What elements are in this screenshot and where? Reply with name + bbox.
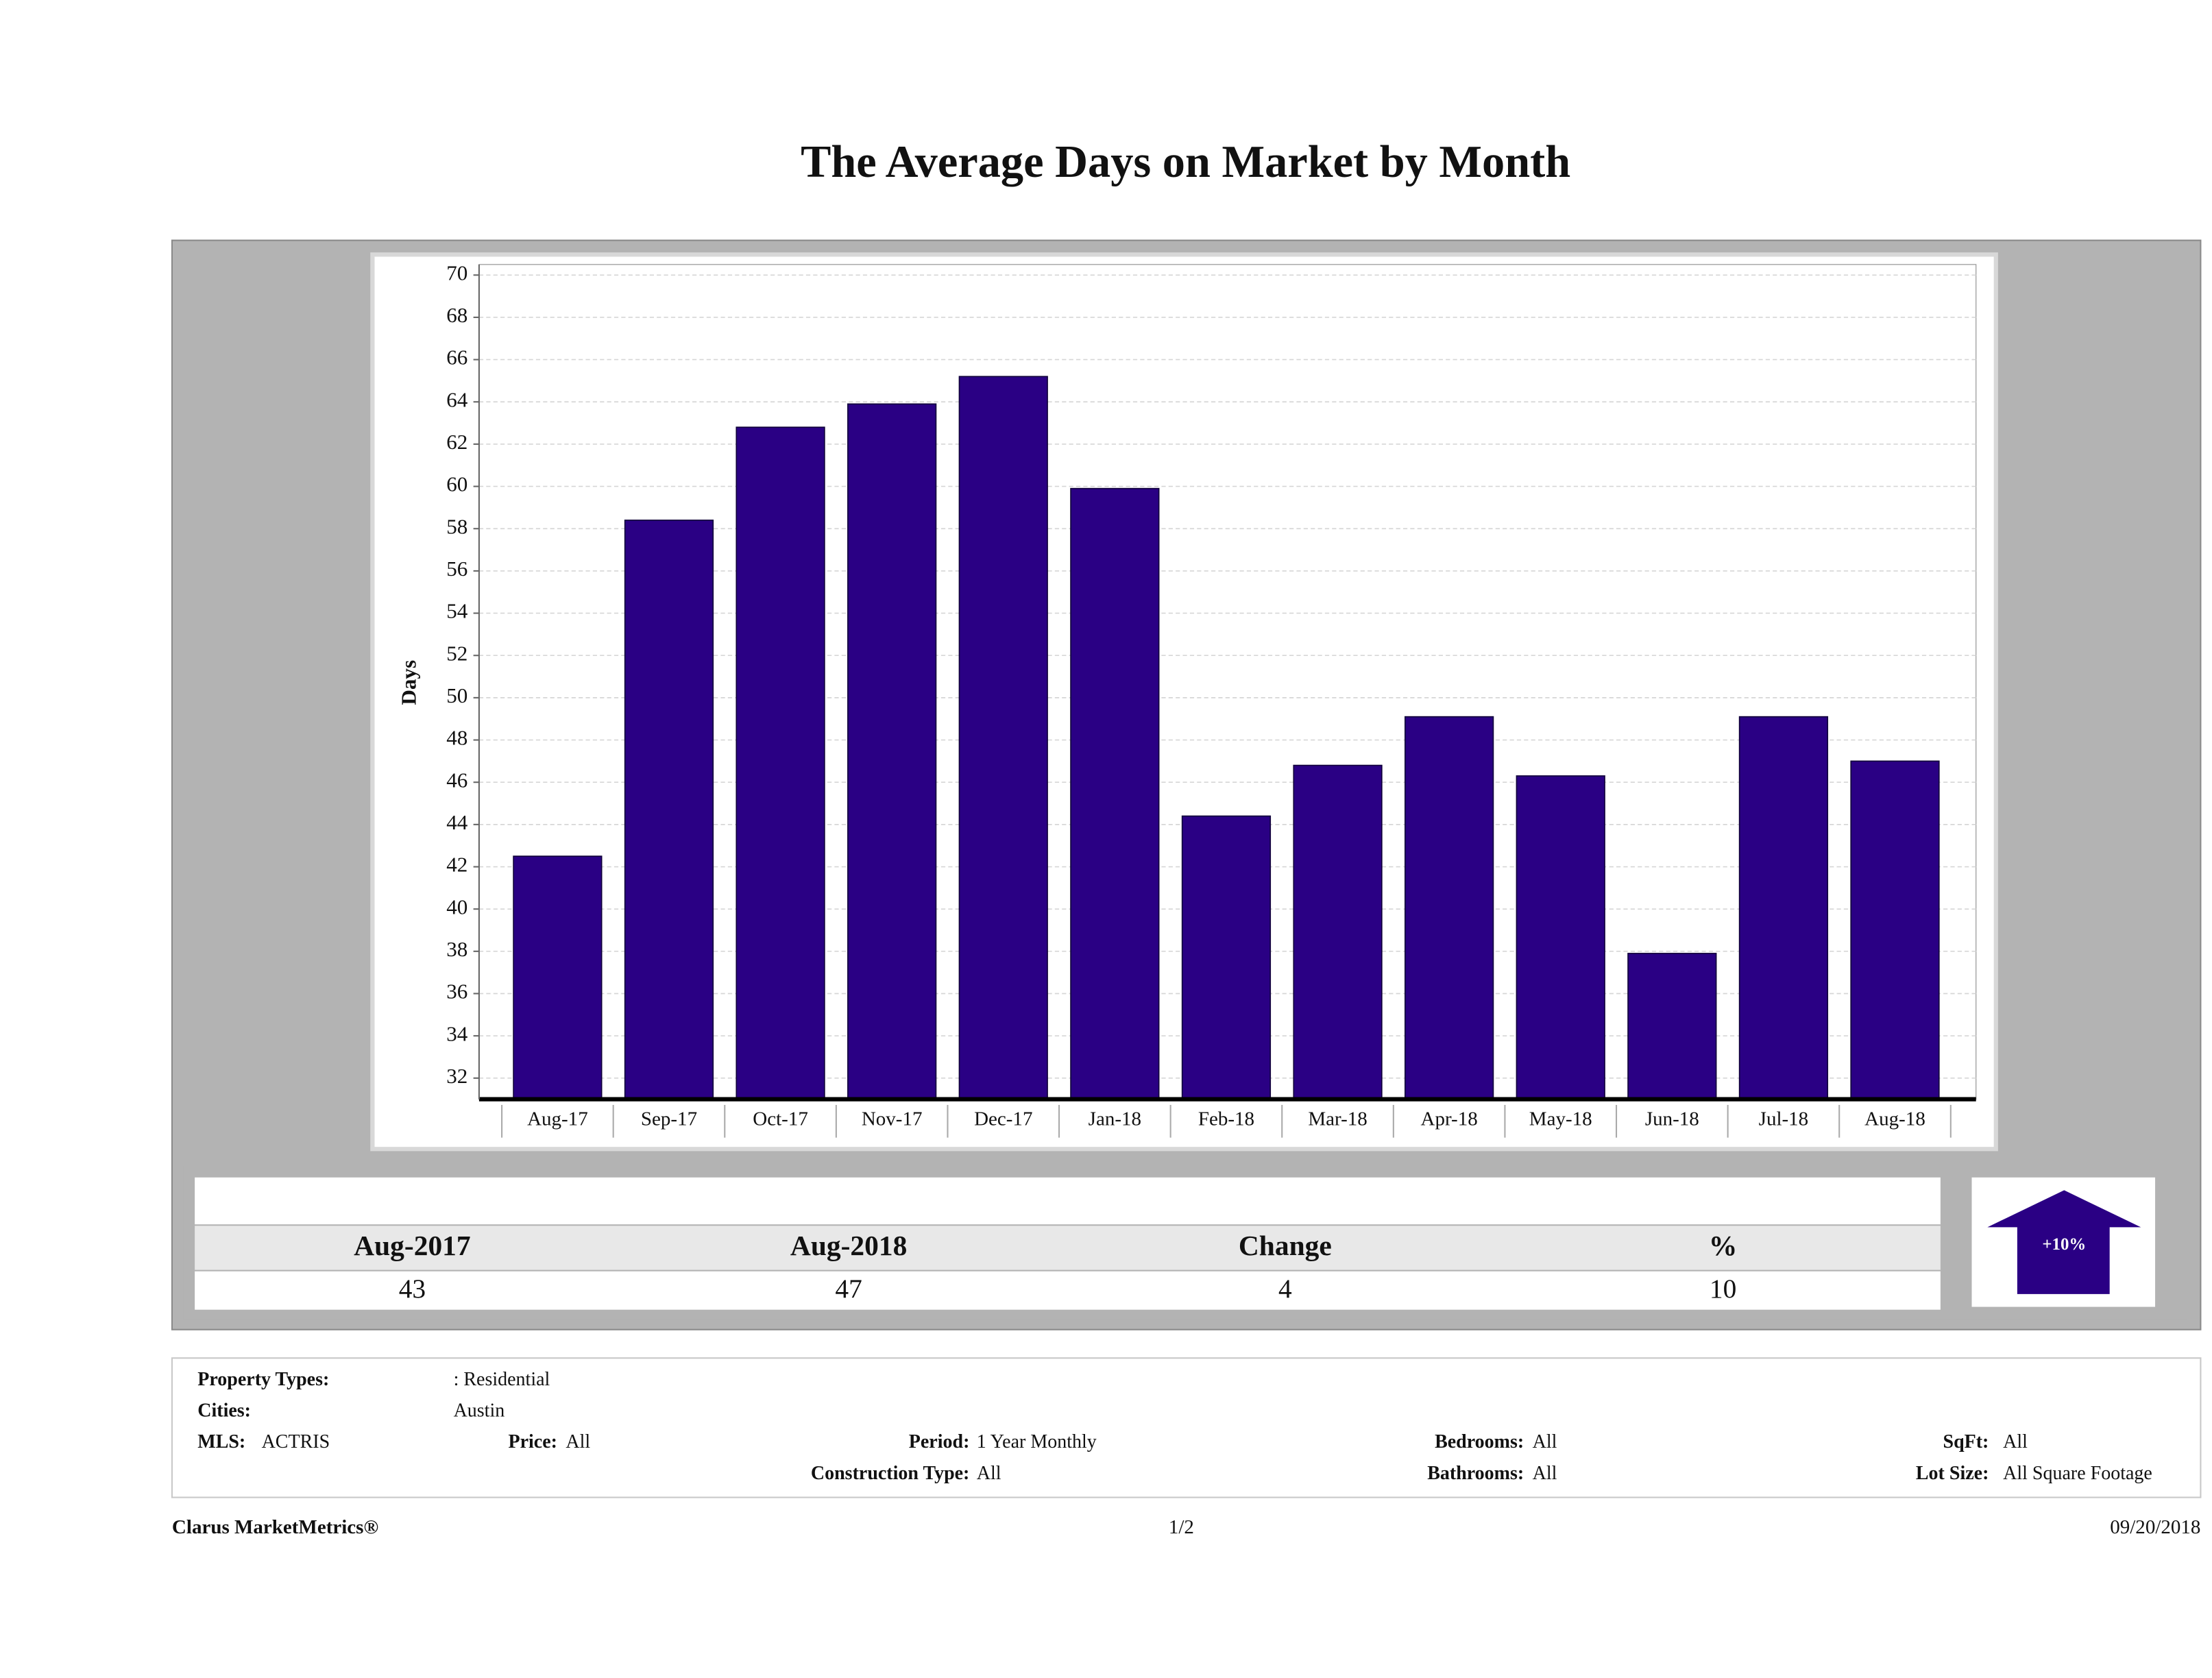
x-tick-label: Apr-18 — [1421, 1108, 1478, 1130]
footer-date: 09/20/2018 — [2110, 1516, 2200, 1538]
y-tick-label: 34 — [446, 1021, 468, 1045]
y-tick-label: 48 — [446, 726, 467, 750]
summary-value: 47 — [835, 1274, 862, 1304]
summary-value-row — [195, 1271, 1941, 1310]
y-tick-label: 70 — [446, 260, 467, 284]
y-tick-label: 38 — [446, 937, 467, 961]
filter-label: Cities: — [197, 1400, 251, 1421]
footer-page: 1/2 — [1169, 1516, 1194, 1538]
filter-value: All — [1533, 1431, 1557, 1452]
bar — [1627, 953, 1717, 1100]
y-tick-label: 66 — [446, 345, 467, 369]
x-tick-label: Jan-18 — [1089, 1108, 1141, 1130]
y-tick-label: 56 — [446, 557, 467, 581]
summary-header: % — [1709, 1230, 1737, 1261]
bar — [513, 855, 603, 1100]
bar — [958, 376, 1048, 1100]
summary-value: 10 — [1710, 1274, 1736, 1304]
x-tick-label: Jul-18 — [1759, 1108, 1809, 1130]
y-tick-label: 32 — [446, 1064, 467, 1088]
footer-brand: Clarus MarketMetrics® — [172, 1516, 378, 1538]
bar — [1850, 760, 1940, 1100]
filter-value: All Square Footage — [2003, 1463, 2152, 1484]
y-tick-label: 42 — [446, 853, 467, 877]
y-tick-label: 54 — [446, 599, 468, 623]
filters-box — [171, 1357, 2202, 1498]
change-badge: +10% — [2042, 1235, 2086, 1254]
x-tick-label: Jun-18 — [1645, 1108, 1699, 1130]
y-tick-label: 58 — [446, 514, 467, 538]
y-tick-label: 46 — [446, 768, 467, 792]
bar — [1070, 487, 1160, 1100]
y-tick-label: 44 — [446, 810, 468, 834]
summary-value: 4 — [1278, 1274, 1292, 1304]
up-arrow — [1987, 1190, 2141, 1294]
filter-value: ACTRIS — [262, 1431, 330, 1452]
filter-value: : Residential — [454, 1369, 550, 1390]
x-tick-label: Sep-17 — [641, 1108, 697, 1130]
bar — [1738, 716, 1829, 1100]
x-tick-label: Aug-18 — [1864, 1108, 1925, 1130]
filter-label: Bedrooms: — [1435, 1431, 1524, 1452]
y-axis-label: Days — [397, 660, 421, 705]
filter-label: Price: — [508, 1431, 557, 1452]
filter-value: All — [2003, 1431, 2028, 1452]
bar — [1293, 764, 1383, 1100]
filter-label: Construction Type: — [811, 1463, 970, 1484]
x-tick-label: Feb-18 — [1198, 1108, 1254, 1130]
x-tick-label: Aug-17 — [527, 1108, 588, 1130]
x-tick-label: May-18 — [1529, 1108, 1592, 1130]
y-tick-label: 36 — [446, 980, 467, 1004]
filter-label: SqFt: — [1943, 1431, 1989, 1452]
x-tick-label: Dec-17 — [974, 1108, 1032, 1130]
chart-title: The Average Days on Market by Month — [801, 137, 1570, 187]
y-tick-label: 64 — [446, 387, 468, 411]
filter-label: MLS: — [197, 1431, 245, 1452]
summary-header: Aug-2017 — [354, 1230, 470, 1261]
filter-value: All — [1533, 1463, 1557, 1484]
bar — [1516, 775, 1605, 1100]
bar — [736, 426, 825, 1100]
summary-blank-row — [195, 1177, 1941, 1225]
bar — [1405, 716, 1494, 1100]
summary-header: Change — [1239, 1230, 1332, 1261]
filter-value: All — [566, 1431, 590, 1452]
y-tick-label: 52 — [446, 641, 467, 665]
y-tick-label: 60 — [446, 472, 467, 496]
x-tick-label: Oct-17 — [753, 1108, 808, 1130]
bar — [624, 520, 714, 1100]
filter-label: Property Types: — [197, 1369, 329, 1390]
filter-value: 1 Year Monthly — [977, 1431, 1097, 1452]
filter-value: All — [977, 1463, 1001, 1484]
y-tick-label: 40 — [446, 895, 467, 919]
bar — [1181, 815, 1272, 1100]
x-tick-label: Nov-17 — [862, 1108, 923, 1130]
filter-label: Bathrooms: — [1427, 1463, 1524, 1484]
y-tick-label: 68 — [446, 303, 467, 327]
summary-header-row — [195, 1226, 1941, 1270]
y-tick-label: 62 — [446, 430, 467, 454]
plot-area — [478, 264, 1977, 1100]
x-tick-label: Mar-18 — [1308, 1108, 1367, 1130]
filter-value: Austin — [454, 1400, 505, 1421]
summary-value: 43 — [399, 1274, 426, 1304]
filter-label: Period: — [909, 1431, 970, 1452]
y-tick-label: 50 — [446, 683, 467, 707]
filter-label: Lot Size: — [1916, 1463, 1989, 1484]
bar — [847, 403, 937, 1100]
summary-header: Aug-2018 — [790, 1230, 907, 1261]
